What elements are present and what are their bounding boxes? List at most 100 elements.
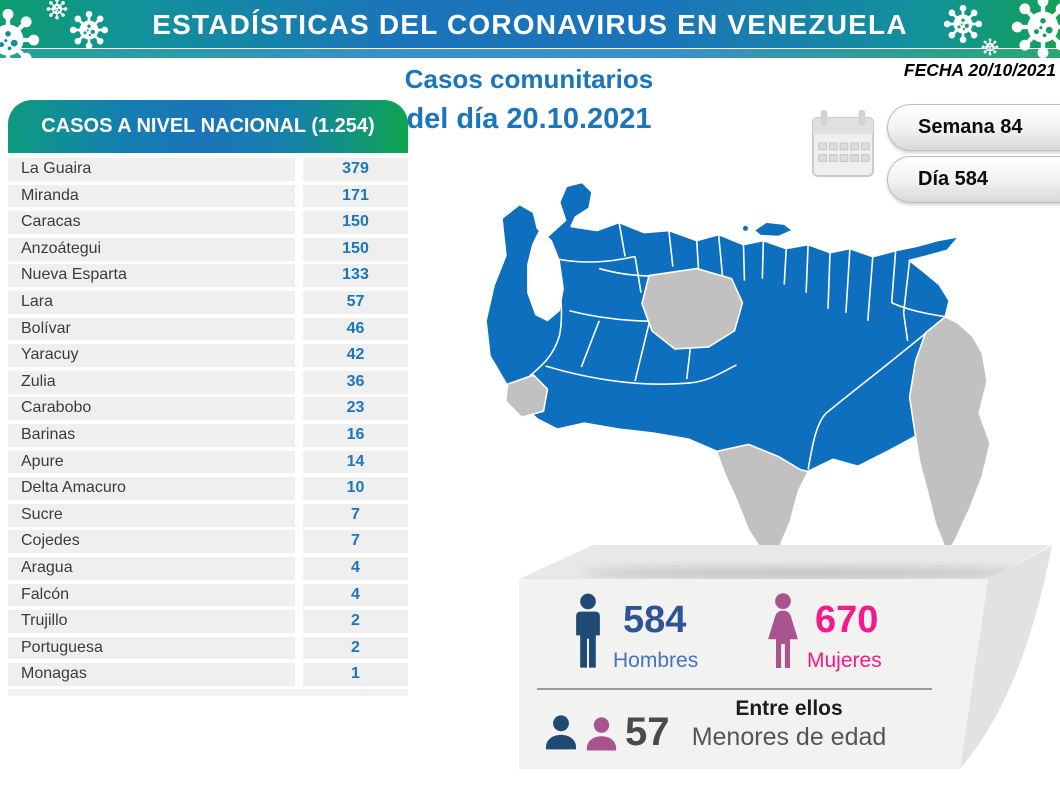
state-cases: 133 <box>303 264 408 288</box>
state-name: Bolívar <box>8 317 295 341</box>
table-footer-strip <box>8 689 408 696</box>
women-count: 670 <box>815 599 879 641</box>
minors-label-bottom: Menores de edad <box>691 723 887 751</box>
state-cases: 36 <box>303 370 408 394</box>
table-row: Apure 14 <box>8 450 408 474</box>
week-badge: Semana 84 <box>887 104 1060 151</box>
state-cases: 379 <box>303 158 408 181</box>
table-row: Lara 57 <box>8 290 408 314</box>
female-bust-icon <box>586 717 617 751</box>
state-name: La Guaira <box>8 158 295 181</box>
state-name: Trujillo <box>8 610 295 633</box>
state-cases: 150 <box>303 211 408 234</box>
esequibo-gray <box>908 315 991 555</box>
venezuela-map <box>484 181 992 558</box>
header-bar <box>0 0 1060 48</box>
state-tachira-gray <box>504 374 549 419</box>
margarita-island <box>753 221 794 237</box>
table-row: La Guaira 379 <box>8 158 408 181</box>
state-cases: 1 <box>303 663 408 687</box>
table-row: Monagas 1 <box>8 663 408 687</box>
state-name: Yaracuy <box>8 344 295 367</box>
state-cases: 7 <box>303 530 408 554</box>
state-cases: 171 <box>303 184 408 208</box>
state-cases: 2 <box>303 610 408 633</box>
table-row: Yaracuy 42 <box>8 344 408 367</box>
subtitle-line2: del día 20.10.2021 <box>406 103 652 135</box>
table-rows: La Guaira 379 Miranda 171 Caracas 150 An… <box>8 158 408 687</box>
minors-label-top: Entre ellos <box>735 697 843 720</box>
minors-count: 57 <box>625 710 670 754</box>
women-label: Mujeres <box>807 649 882 672</box>
subtitle: Casos comunitarios del día 20.10.2021 <box>388 64 670 136</box>
header-strip <box>0 49 1060 58</box>
table-row: Sucre 7 <box>8 503 408 527</box>
subtitle-line1: Casos comunitarios <box>404 64 654 94</box>
state-name: Aragua <box>8 556 295 580</box>
panel-divider <box>537 688 932 690</box>
stats-panel-backdrop <box>519 545 1052 769</box>
state-cases: 16 <box>303 423 408 447</box>
state-cases: 42 <box>303 344 408 367</box>
table-row: Cojedes 7 <box>8 530 408 554</box>
table-row: Nueva Esparta 133 <box>8 264 408 288</box>
state-guarico-gray <box>641 267 744 350</box>
male-icon <box>576 593 600 668</box>
men-label: Hombres <box>613 649 699 672</box>
state-cases: 14 <box>303 450 408 474</box>
table-row: Barinas 16 <box>8 423 408 447</box>
date-label: FECHA 20/10/2021 <box>903 60 1056 80</box>
state-name: Carabobo <box>8 397 295 421</box>
state-borders <box>529 222 946 470</box>
state-cases: 23 <box>303 397 408 421</box>
state-cases: 57 <box>303 290 408 314</box>
state-cases: 4 <box>303 556 408 580</box>
state-name: Zulia <box>8 370 295 394</box>
table-row: Portuguesa 2 <box>8 636 408 660</box>
state-name: Sucre <box>8 503 295 527</box>
state-name: Falcón <box>8 583 295 607</box>
female-icon <box>768 593 798 668</box>
state-cases: 2 <box>303 636 408 660</box>
state-name: Cojedes <box>8 530 295 554</box>
table-row: Falcón 4 <box>8 583 408 607</box>
state-name: Portuguesa <box>8 636 295 660</box>
table-row: Miranda 171 <box>8 184 408 208</box>
table-row: Anzoátegui 150 <box>8 237 408 261</box>
table-row: Trujillo 2 <box>8 610 408 633</box>
state-name: Apure <box>8 450 295 474</box>
table-row: Aragua 4 <box>8 556 408 580</box>
table-row: Bolívar 46 <box>8 317 408 341</box>
minors-labels: Entre ellos Menores de edad <box>669 697 909 752</box>
table-row: Zulia 36 <box>8 370 408 394</box>
state-name: Miranda <box>8 184 295 208</box>
men-count: 584 <box>623 599 687 641</box>
table-row: Carabobo 23 <box>8 397 408 421</box>
day-badge: Día 584 <box>887 156 1060 203</box>
state-name: Anzoátegui <box>8 237 295 261</box>
week-badge-label: Semana 84 <box>918 116 1023 138</box>
state-cases: 10 <box>303 477 408 500</box>
day-badge-label: Día 584 <box>918 168 989 190</box>
male-bust-icon <box>545 715 577 750</box>
lake-maracaibo <box>527 229 564 322</box>
page-title: ESTADÍSTICAS DEL CORONAVIRUS EN VENEZUEL… <box>152 9 908 40</box>
state-name: Nueva Esparta <box>8 264 295 288</box>
state-cases: 4 <box>303 583 408 607</box>
state-name: Monagas <box>8 663 295 687</box>
stats-panel: 584 Hombres 670 Mujeres 57 Entre ellos M… <box>519 579 987 769</box>
state-cases: 46 <box>303 317 408 341</box>
state-name: Delta Amacuro <box>8 477 295 500</box>
state-name: Barinas <box>8 423 295 447</box>
small-island <box>742 225 748 231</box>
table-row: Delta Amacuro 10 <box>8 477 408 500</box>
state-name: Caracas <box>8 211 295 234</box>
calendar-icon <box>811 110 875 177</box>
state-cases: 7 <box>303 503 408 527</box>
table-header: CASOS A NIVEL NACIONAL (1.254) <box>8 100 408 153</box>
state-cases: 150 <box>303 237 408 261</box>
table-row: Caracas 150 <box>8 211 408 234</box>
state-amazonas-gray <box>715 443 809 558</box>
state-name: Lara <box>8 290 295 314</box>
